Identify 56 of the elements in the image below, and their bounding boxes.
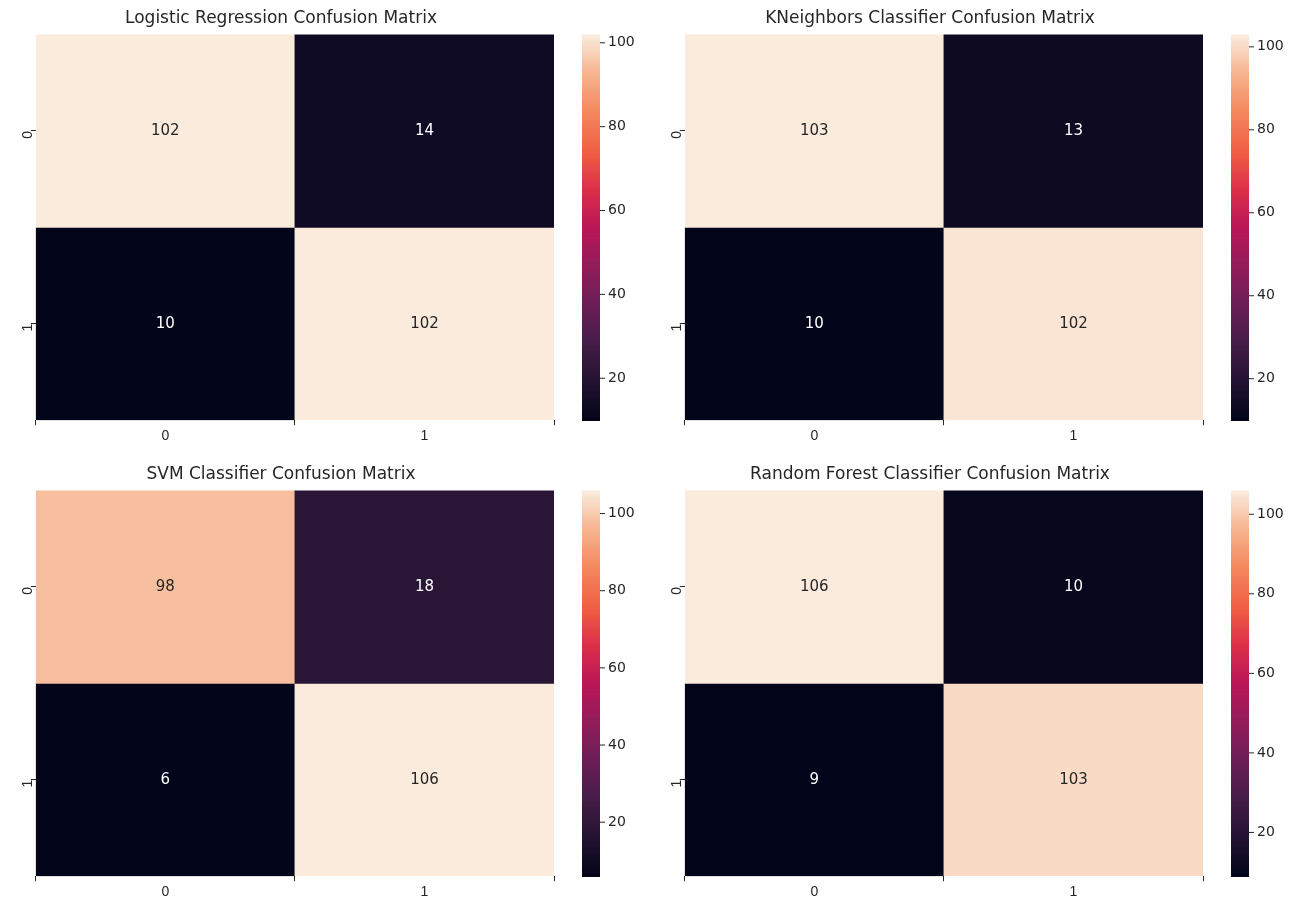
data-label: 103 bbox=[1059, 769, 1088, 788]
color-bar-label: 100 bbox=[1257, 504, 1284, 521]
x-tick-label: 1 bbox=[1069, 427, 1078, 444]
color-bar-label: 20 bbox=[1257, 823, 1275, 840]
color-bar-label: 80 bbox=[1257, 584, 1275, 601]
chart-title: KNeighbors Classifier Confusion Matrix bbox=[765, 6, 1095, 27]
color-bar-label: 60 bbox=[608, 658, 626, 675]
data-label: 10 bbox=[804, 313, 824, 332]
y-tick-label: 1 bbox=[667, 779, 684, 788]
color-bar-label: 60 bbox=[1257, 664, 1275, 680]
color-bar-label: 100 bbox=[608, 33, 635, 50]
x-tick-label: 1 bbox=[420, 427, 429, 444]
color-bar-label: 100 bbox=[608, 504, 635, 521]
color-bar-label: 80 bbox=[608, 581, 626, 598]
data-label: 13 bbox=[1063, 120, 1083, 139]
y-tick-label: 0 bbox=[667, 586, 684, 595]
x-tick-label: 0 bbox=[161, 427, 170, 444]
x-tick-label: 1 bbox=[1069, 883, 1078, 900]
color-bar-label: 20 bbox=[1257, 369, 1275, 386]
chart-title: Logistic Regression Confusion Matrix bbox=[125, 6, 437, 27]
data-label: 102 bbox=[1059, 313, 1088, 332]
x-tick-label: 0 bbox=[161, 883, 170, 900]
y-tick-label: 1 bbox=[18, 323, 35, 332]
color-bar-label: 60 bbox=[608, 201, 626, 218]
x-tick-label: 1 bbox=[420, 883, 429, 900]
data-label: 106 bbox=[800, 576, 829, 595]
chart-title: SVM Classifier Confusion Matrix bbox=[146, 462, 416, 483]
color-bar-label: 20 bbox=[608, 368, 626, 385]
x-tick-label: 0 bbox=[810, 883, 819, 900]
color-bar-label: 40 bbox=[1257, 286, 1275, 303]
color-bar-label: 40 bbox=[608, 735, 626, 752]
y-tick-label: 1 bbox=[18, 779, 35, 788]
chart-title: Random Forest Classifier Confusion Matrix bbox=[750, 462, 1110, 483]
data-label: 102 bbox=[151, 120, 180, 139]
data-label: 103 bbox=[800, 120, 829, 139]
data-label: 6 bbox=[160, 769, 171, 788]
y-tick-label: 1 bbox=[667, 323, 684, 332]
color-bar-label: 40 bbox=[608, 285, 626, 302]
data-label: 106 bbox=[410, 769, 439, 788]
color-bar-label: 100 bbox=[1257, 37, 1284, 54]
y-tick-label: 0 bbox=[18, 130, 35, 139]
data-label: 10 bbox=[155, 313, 175, 332]
y-tick-label: 0 bbox=[18, 586, 35, 595]
data-label: 102 bbox=[410, 313, 439, 332]
data-label: 14 bbox=[414, 120, 434, 139]
data-label: 18 bbox=[414, 576, 434, 595]
data-label: 98 bbox=[155, 576, 175, 595]
color-bar-label: 60 bbox=[1257, 203, 1275, 220]
color-bar-label: 80 bbox=[608, 117, 626, 134]
y-tick-label: 0 bbox=[667, 130, 684, 139]
x-tick-label: 0 bbox=[810, 427, 819, 444]
color-bar-label: 20 bbox=[608, 812, 626, 829]
color-bar-label: 80 bbox=[1257, 120, 1275, 137]
data-label: 10 bbox=[1063, 576, 1083, 595]
data-label: 9 bbox=[809, 769, 820, 788]
color-bar-label: 40 bbox=[1257, 743, 1275, 760]
